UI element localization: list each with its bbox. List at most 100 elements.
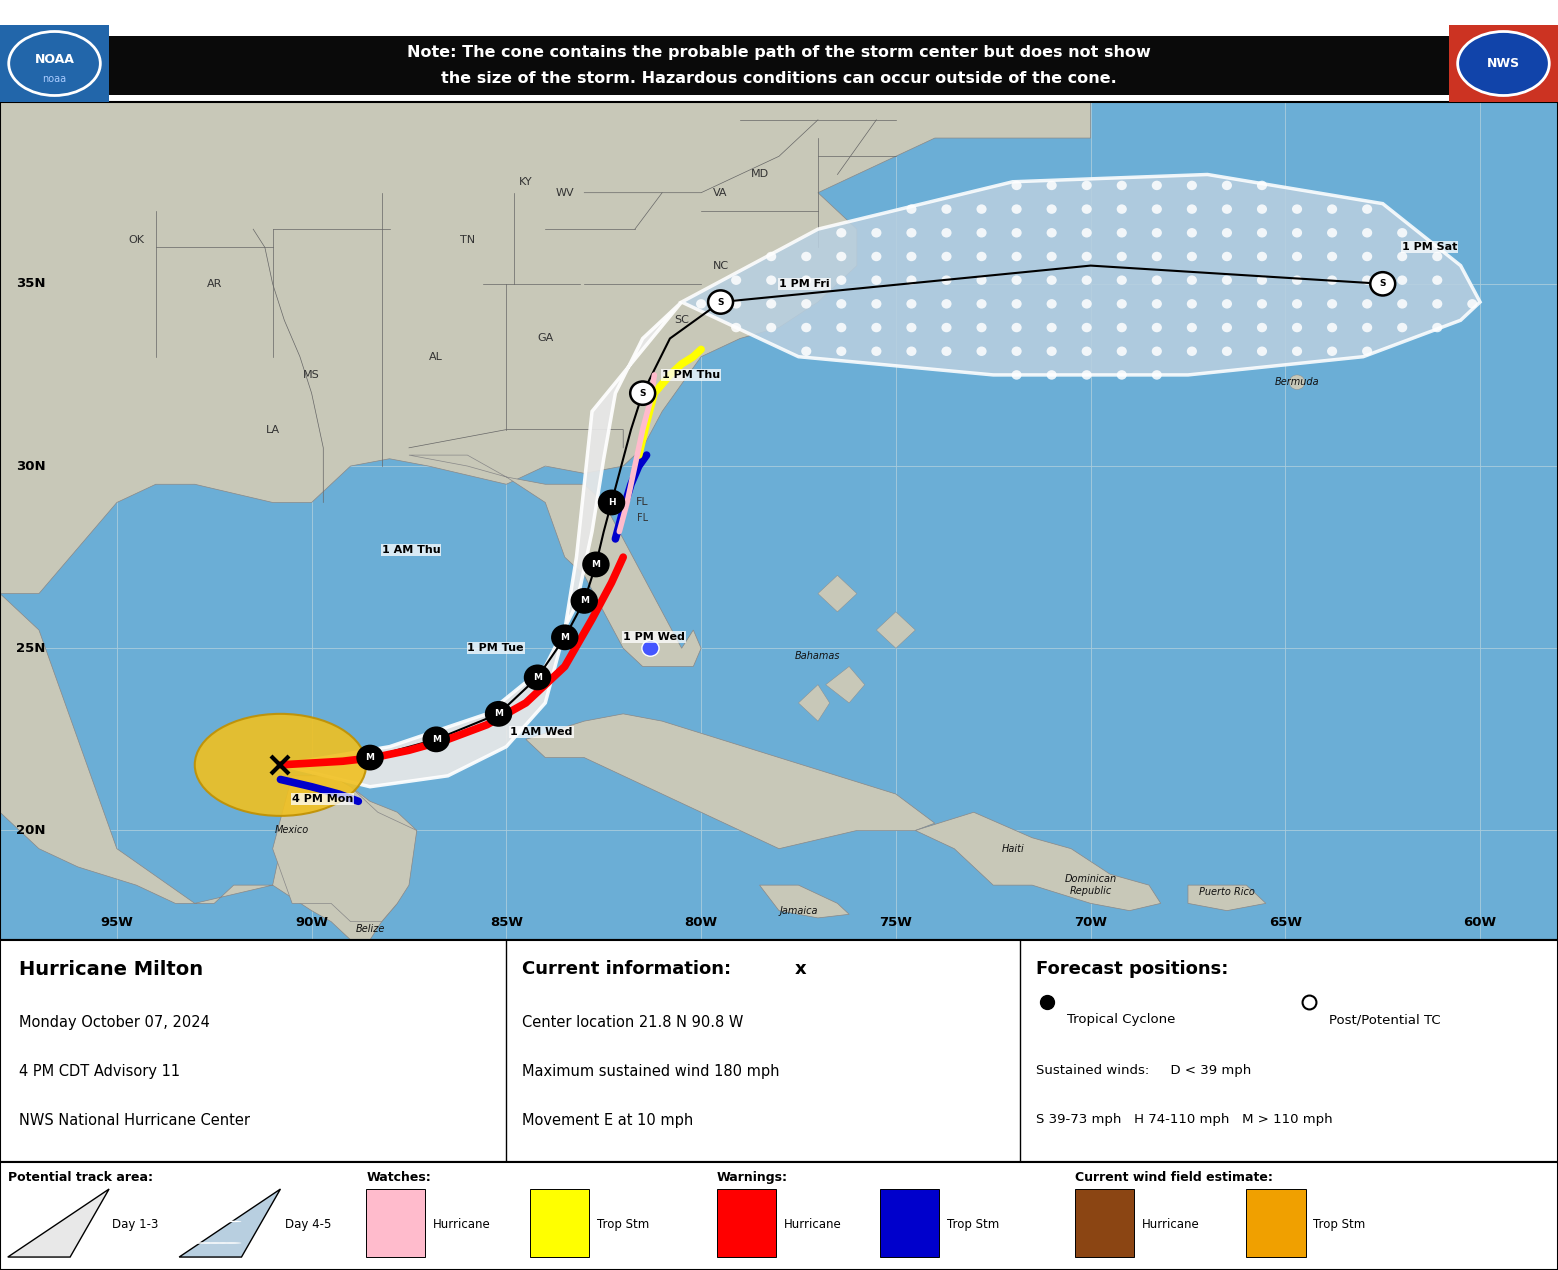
Polygon shape [179,1189,280,1257]
Text: AL: AL [430,352,442,362]
Circle shape [907,229,916,237]
Circle shape [1081,204,1092,213]
Circle shape [173,1220,195,1222]
Circle shape [1257,251,1267,262]
Circle shape [1327,276,1337,284]
Polygon shape [0,84,1091,593]
Circle shape [1151,180,1162,190]
Circle shape [907,204,916,213]
Text: Tropical Cyclone: Tropical Cyclone [1067,1013,1176,1026]
Circle shape [977,204,986,213]
Circle shape [1151,347,1162,356]
Text: Movement E at 10 mph: Movement E at 10 mph [522,1113,693,1128]
Circle shape [1081,251,1092,262]
Circle shape [1047,370,1056,380]
Circle shape [1187,251,1197,262]
Text: Sustained winds:     D < 39 mph: Sustained winds: D < 39 mph [1036,1064,1251,1077]
Circle shape [1257,276,1267,284]
Circle shape [941,276,952,284]
Circle shape [1292,229,1302,237]
Circle shape [189,1242,210,1243]
Polygon shape [1189,885,1265,911]
Circle shape [189,1199,210,1200]
Circle shape [977,347,986,356]
Circle shape [731,323,742,333]
Circle shape [1187,347,1197,356]
Text: Bermuda: Bermuda [1274,377,1320,387]
Circle shape [1117,276,1126,284]
Text: M: M [494,710,503,719]
Bar [880,1189,939,1257]
Circle shape [1327,251,1337,262]
Text: 60W: 60W [1463,916,1497,928]
Text: Belize: Belize [355,923,385,933]
Circle shape [1011,347,1022,356]
Circle shape [801,323,812,333]
Circle shape [767,276,776,284]
Circle shape [9,32,100,95]
Circle shape [1117,347,1126,356]
Text: AR: AR [207,279,221,288]
Circle shape [1292,276,1302,284]
Circle shape [220,1220,241,1222]
Circle shape [977,276,986,284]
Circle shape [837,251,846,262]
Circle shape [837,276,846,284]
Circle shape [1047,251,1056,262]
Circle shape [1187,229,1197,237]
Circle shape [1151,251,1162,262]
Text: Day 4-5: Day 4-5 [285,1218,332,1231]
Circle shape [1187,204,1197,213]
Polygon shape [273,776,418,922]
Polygon shape [826,667,865,702]
Text: Hurricane Milton: Hurricane Milton [19,960,203,979]
Circle shape [941,347,952,356]
Circle shape [525,665,550,690]
Text: 70W: 70W [1073,916,1108,928]
Text: 65W: 65W [1268,916,1302,928]
Polygon shape [280,302,681,786]
Circle shape [1221,180,1232,190]
Circle shape [1117,229,1126,237]
Text: Hurricane: Hurricane [784,1218,841,1231]
Circle shape [977,323,986,333]
Circle shape [977,251,986,262]
Circle shape [696,300,706,309]
Circle shape [583,552,608,577]
Polygon shape [681,174,1480,375]
Circle shape [1081,323,1092,333]
Text: 1 PM Sat: 1 PM Sat [1402,243,1458,253]
Circle shape [1362,204,1373,213]
Circle shape [1468,300,1477,309]
Text: M: M [592,560,600,569]
Text: M: M [366,753,374,762]
Circle shape [941,204,952,213]
Circle shape [1081,300,1092,309]
Circle shape [767,300,776,309]
Polygon shape [876,612,916,648]
Circle shape [1187,323,1197,333]
Circle shape [907,323,916,333]
Circle shape [767,251,776,262]
Text: 75W: 75W [879,916,913,928]
Text: NC: NC [712,260,729,271]
Polygon shape [818,575,857,612]
Text: Dominican
Republic: Dominican Republic [1064,874,1117,895]
Circle shape [600,490,625,514]
Text: 1 AM Wed: 1 AM Wed [509,726,573,737]
Circle shape [801,300,812,309]
Text: Puerto Rico: Puerto Rico [1200,888,1254,898]
Circle shape [1047,347,1056,356]
Circle shape [1151,370,1162,380]
Circle shape [1398,229,1407,237]
Circle shape [871,323,882,333]
Bar [530,1189,589,1257]
Text: MD: MD [751,169,768,179]
Circle shape [871,300,882,309]
Text: Post/Potential TC: Post/Potential TC [1329,1013,1441,1026]
Text: Forecast positions:: Forecast positions: [1036,960,1228,978]
Text: FL: FL [637,513,648,523]
Circle shape [1327,204,1337,213]
Text: 1 PM Fri: 1 PM Fri [779,279,829,288]
Text: Day 1-3: Day 1-3 [112,1218,159,1231]
